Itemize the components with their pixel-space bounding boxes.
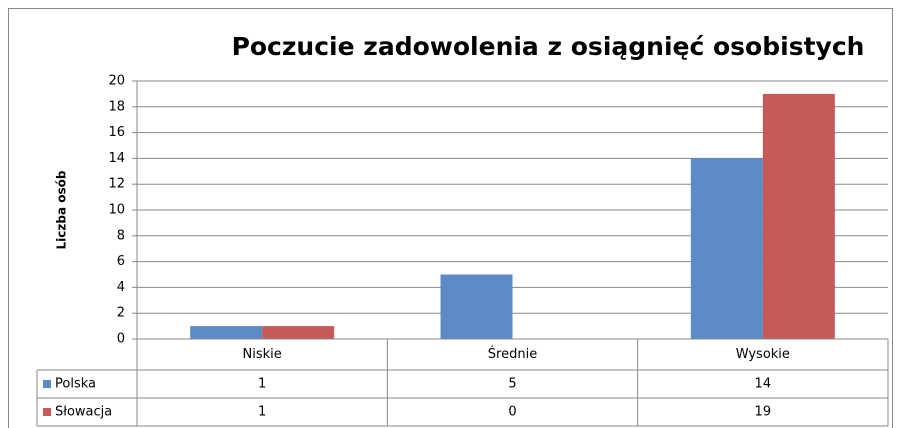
x-tick-label: Niskie <box>243 347 282 362</box>
table-value: 0 <box>508 405 516 420</box>
y-tick-label: 8 <box>117 228 125 243</box>
bar <box>190 326 263 339</box>
y-tick-label: 20 <box>108 74 125 89</box>
y-tick-label: 4 <box>117 280 125 295</box>
x-tick-label: Średnie <box>488 346 537 362</box>
y-tick-label: 18 <box>108 99 125 114</box>
table-value: 19 <box>755 405 772 420</box>
legend-swatch <box>43 380 51 388</box>
bar <box>440 274 513 339</box>
legend-swatch <box>43 408 51 416</box>
legend-label: Słowacja <box>55 405 112 420</box>
y-tick-label: 14 <box>108 151 125 166</box>
chart-title: Poczucie zadowolenia z osiągnięć osobist… <box>232 32 865 61</box>
table-value: 1 <box>258 405 266 420</box>
y-tick-label: 12 <box>108 177 125 192</box>
bar <box>262 326 335 339</box>
y-tick-label: 2 <box>117 306 125 321</box>
y-tick-label: 16 <box>108 125 125 140</box>
table-value: 1 <box>258 377 266 392</box>
y-tick-label: 6 <box>117 254 125 269</box>
y-axis-title: Liczba osób <box>55 170 69 249</box>
table-value: 14 <box>755 377 772 392</box>
table-value: 5 <box>508 377 516 392</box>
bar <box>762 93 835 340</box>
y-tick-label: 0 <box>117 332 125 347</box>
bar <box>690 158 763 339</box>
legend-label: Polska <box>55 377 96 392</box>
x-tick-label: Wysokie <box>736 347 790 362</box>
y-tick-label: 10 <box>108 203 125 218</box>
